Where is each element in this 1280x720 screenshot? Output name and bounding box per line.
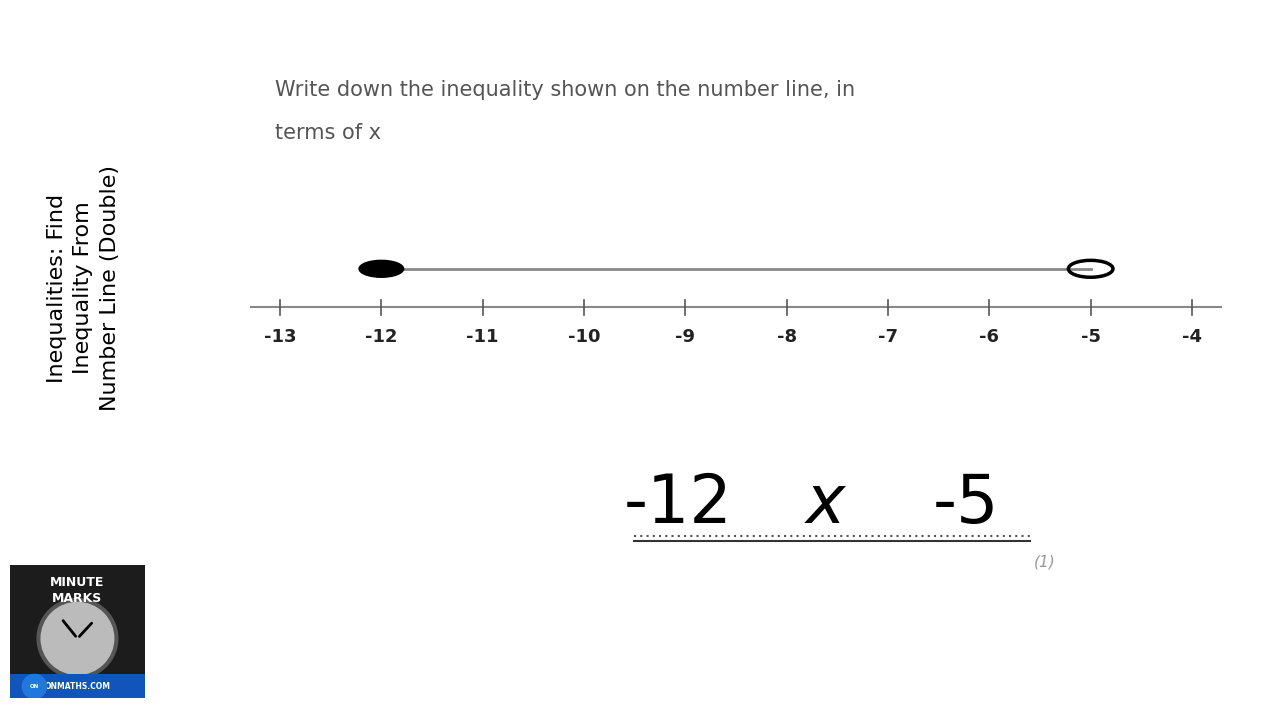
Text: -5: -5 — [1080, 328, 1101, 346]
Text: -5: -5 — [933, 471, 1000, 537]
Text: -11: -11 — [466, 328, 499, 346]
FancyBboxPatch shape — [5, 560, 150, 703]
Text: -13: -13 — [264, 328, 296, 346]
Circle shape — [41, 603, 114, 675]
Text: -6: -6 — [979, 328, 1000, 346]
Text: -4: -4 — [1181, 328, 1202, 346]
Text: MINUTE: MINUTE — [50, 576, 105, 589]
Text: -10: -10 — [568, 328, 600, 346]
Text: -8: -8 — [777, 328, 796, 346]
Text: ON: ON — [29, 684, 40, 689]
Text: -7: -7 — [878, 328, 899, 346]
Circle shape — [22, 675, 46, 698]
Text: terms of x: terms of x — [275, 123, 381, 143]
FancyBboxPatch shape — [10, 675, 145, 698]
Text: -12: -12 — [365, 328, 398, 346]
Text: x: x — [806, 471, 845, 537]
Text: Write down the inequality shown on the number line, in: Write down the inequality shown on the n… — [275, 80, 855, 100]
Text: MARKS: MARKS — [52, 592, 102, 605]
Text: -9: -9 — [676, 328, 695, 346]
Circle shape — [37, 598, 118, 678]
Text: -12: -12 — [625, 471, 732, 537]
Text: Inequalities: Find
Inequality From
Number Line (Double): Inequalities: Find Inequality From Numbe… — [47, 165, 119, 411]
Circle shape — [360, 261, 403, 277]
Text: ONMATHS.COM: ONMATHS.COM — [45, 682, 110, 691]
Text: (1): (1) — [1034, 554, 1056, 570]
